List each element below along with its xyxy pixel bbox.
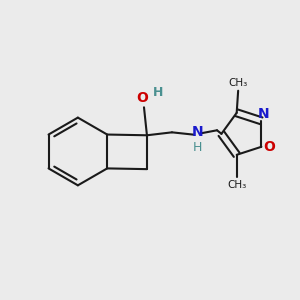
Text: O: O — [264, 140, 276, 154]
Text: H: H — [193, 141, 202, 154]
Text: O: O — [136, 92, 148, 106]
Text: N: N — [192, 125, 203, 139]
Text: N: N — [258, 107, 269, 121]
Text: CH₃: CH₃ — [227, 179, 246, 190]
Text: H: H — [153, 86, 163, 99]
Text: CH₃: CH₃ — [229, 78, 248, 88]
